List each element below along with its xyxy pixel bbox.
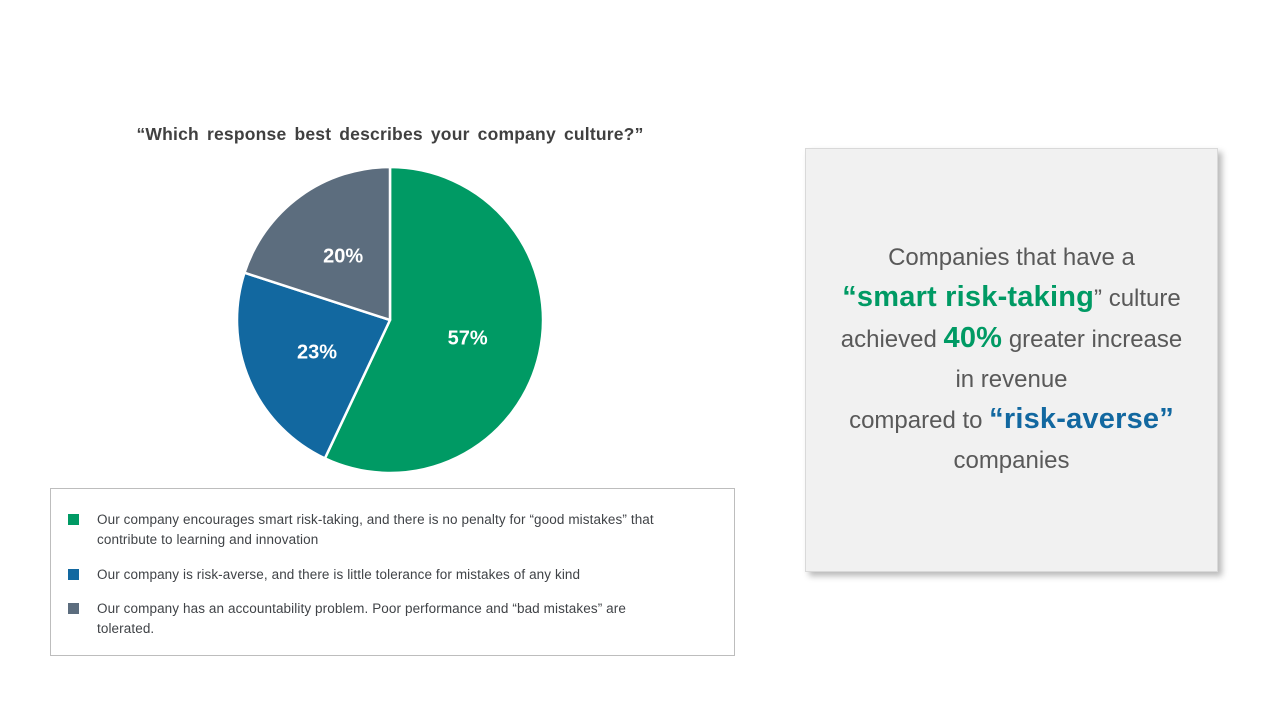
pie-data-label: 57% (448, 327, 488, 349)
legend-text: Our company has an accountability proble… (97, 600, 626, 636)
callout-run: Companies that have a (888, 243, 1135, 271)
callout-run: companies (953, 446, 1070, 474)
callout-run: achieved (840, 325, 944, 353)
pie-slice-20% (243, 165, 392, 322)
callout-text: Companies that have a “smart risk-taking”… (806, 239, 1217, 482)
legend-text: Our company is risk-averse, and there is… (97, 566, 581, 582)
callout-line: in revenue (814, 361, 1209, 401)
legend-marker-icon (68, 514, 79, 525)
callout-run: 40% (943, 321, 1003, 354)
callout-line: compared to “risk-averse” (814, 401, 1209, 442)
callout-run: compared to (849, 406, 990, 434)
callout-line: Companies that have a (814, 239, 1209, 279)
callout-line: “smart risk-taking” culture (814, 279, 1209, 320)
callout-run: in revenue (955, 365, 1068, 393)
callout-run: greater increase (1002, 325, 1183, 353)
legend-item: Our company is risk-averse, and there is… (68, 565, 706, 585)
legend-text: Our company encourages smart risk-taking… (97, 512, 654, 548)
pie-slice-23% (235, 271, 392, 460)
legend-box: Our company encourages smart risk-taking… (50, 488, 735, 656)
pie-data-label: 20% (323, 246, 363, 268)
pie-chart-area: 57% 23% 20% (230, 160, 550, 480)
callout-run: “risk-averse” (989, 402, 1174, 435)
callout-run: ” culture (1094, 284, 1181, 312)
callout-run: “smart risk-taking (842, 280, 1095, 313)
pie-slice-57% (323, 165, 545, 475)
legend-marker-icon (68, 602, 79, 614)
pie-data-label: 23% (297, 342, 337, 364)
callout-line: achieved 40% greater increase (814, 320, 1209, 361)
callout-box: Companies that have a “smart risk-taking”… (805, 148, 1218, 572)
legend-marker-icon (68, 568, 79, 580)
chart-title: “Which response best describes your comp… (136, 124, 644, 144)
legend-item: Our company has an accountability proble… (68, 599, 706, 640)
pie-chart: 57% 23% 20% (235, 165, 545, 475)
callout-line: companies (814, 442, 1209, 482)
legend-item: Our company encourages smart risk-taking… (68, 510, 706, 551)
